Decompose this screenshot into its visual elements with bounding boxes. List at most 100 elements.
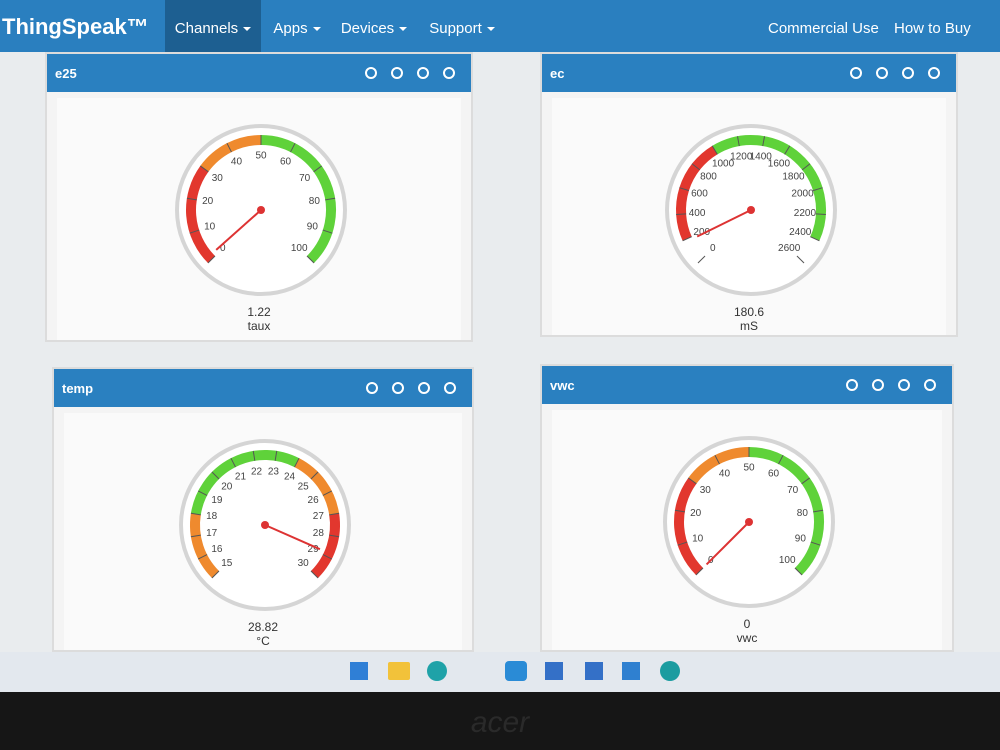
gauge-tick-label: 30 [700,485,712,496]
gauge-tick [294,457,300,468]
nav-bar: ThingSpeak™ Channels Apps Devices Support Co… [0,0,1000,52]
gauge-tick-label: 800 [700,171,717,182]
caret [312,27,321,32]
widget-icon[interactable] [444,382,456,394]
widget: temp 15 16 17 18 19 20 21 22 23 24 25 26 27 28 29 30 28.8… [52,367,474,652]
gauge-tick [762,136,766,147]
gauge-tick-label: 1000 [712,158,735,169]
nav-menu-item[interactable]: Devices [333,0,415,52]
gauge-needle [705,521,750,566]
nav-link[interactable]: How to Buy [894,20,971,37]
gauge-tick-label: 80 [797,508,809,519]
gauge-tick-label: 20 [221,481,233,492]
widget-icon[interactable] [365,67,377,79]
widget-icon[interactable] [924,379,936,391]
gauge-tick [697,255,706,264]
gauge-tick-label: 50 [255,151,267,162]
gauge-tick-label: 80 [309,196,321,207]
gauge-band [674,477,704,576]
gauge-band [748,447,824,576]
nav-link[interactable]: Commercial Use [768,20,879,37]
nav-menu-item[interactable]: Support [417,0,507,52]
menu-label: Devices [340,20,395,37]
gauge-tick [691,163,701,171]
app-icon[interactable] [505,661,527,681]
gauge-tick-label: 10 [204,221,216,232]
widget: e25 0 10 20 30 40 50 60 70 80 90 100 1.22 taux [45,52,473,342]
gauge-tick [810,541,821,546]
widget-icons [365,67,455,79]
nav-menu-item[interactable]: Channels [165,0,261,52]
gauge-tick-label: 60 [280,157,292,168]
gauge-tick [313,165,322,173]
gauge-hub [261,521,269,529]
gauge-tick [200,165,209,173]
app-icon[interactable] [545,662,563,680]
gauge-tick [322,554,333,560]
gauge-tick [794,567,803,576]
gauge-tick [679,187,690,192]
widget-icon[interactable] [876,67,888,79]
gauge-band [190,513,220,579]
gauge-value: 0 [743,617,751,631]
gauge-tick-label: 19 [211,495,223,506]
gauge-band [186,165,216,264]
gauge-tick-label: 26 [308,495,320,506]
widget-icon[interactable] [366,382,378,394]
gauge-tick [778,454,784,465]
gauge-tick-label: 40 [231,157,243,168]
gauge-tick-label: 27 [313,511,325,522]
monitor-bezel: acer [0,692,1000,750]
widget-icon[interactable] [902,67,914,79]
widget: ec 0 200 400 600 800 1000 1200 1400 1600 1800 2000 2… [540,52,958,337]
widget-icon[interactable] [391,67,403,79]
gauge-tick-label: 2000 [791,189,814,200]
widget-icon[interactable] [443,67,455,79]
folder-icon[interactable] [388,662,410,680]
arduino-icon[interactable] [660,661,680,681]
gauge-tick-label: 17 [206,528,218,539]
gauge-tick-label: 70 [787,485,799,496]
gauge-hub [745,518,753,526]
widget-icon[interactable] [872,379,884,391]
gauge-tick-label: 1800 [782,171,805,182]
gauge-tick [711,145,718,155]
gauge-tick [695,567,704,576]
gauge-hub [257,206,265,214]
gauge-tick [322,490,333,496]
gauge-tick-label: 70 [299,173,311,184]
gauge-needle [215,209,262,251]
widget-title: vwc [550,378,575,393]
gauge-tick [801,477,810,485]
nav-menu-item[interactable]: Apps [262,0,332,52]
gauge-tick [189,229,200,234]
edge-icon[interactable] [427,661,447,681]
gauge-tick-label: 1600 [768,158,791,169]
widget-title: ec [550,66,565,81]
gauge-tick-label: 20 [202,196,214,207]
widget-icons [846,379,936,391]
widget-icon[interactable] [392,382,404,394]
gauge-tick [796,255,805,264]
gauge-tick [226,142,232,153]
gauge-tick [677,541,688,546]
widget-icon[interactable] [846,379,858,391]
gauge-band [294,458,340,516]
gauge-tick-label: 0 [710,243,716,254]
gauge-tick-label: 2600 [778,243,801,254]
vscode-icon[interactable] [622,662,640,680]
widget-icon[interactable] [418,382,430,394]
widget-icon[interactable] [928,67,940,79]
gauge-tick [207,255,216,264]
widget-icon[interactable] [417,67,429,79]
brand[interactable]: ThingSpeak™ [2,14,149,39]
widget-body: 0 200 400 600 800 1000 1200 1400 1600 1800 2000 220… [552,98,946,335]
app-icon[interactable] [585,662,603,680]
widget-icon[interactable] [850,67,862,79]
widget-icon[interactable] [898,379,910,391]
gauge-unit: taux [247,319,271,333]
gauge-tick [306,255,315,264]
start-icon[interactable] [350,662,368,680]
